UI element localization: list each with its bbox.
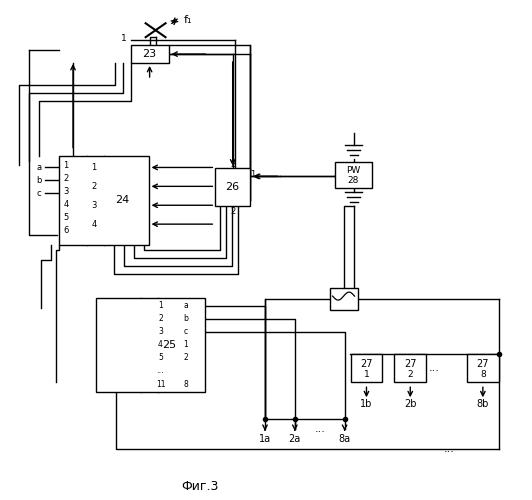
Text: 4: 4 (158, 340, 163, 349)
Text: 1b: 1b (360, 399, 372, 409)
Text: 27: 27 (404, 360, 417, 370)
Text: 8: 8 (183, 380, 188, 389)
Text: 2b: 2b (404, 399, 417, 409)
Text: c: c (37, 189, 41, 198)
Text: 4: 4 (63, 200, 69, 209)
Text: 27: 27 (360, 360, 373, 370)
Text: 1: 1 (251, 170, 256, 179)
Text: a: a (183, 301, 188, 310)
Text: ...: ... (444, 444, 454, 454)
Text: f₁: f₁ (184, 16, 192, 26)
Text: c: c (184, 327, 187, 336)
Bar (96, 298, 205, 392)
Text: 2: 2 (183, 353, 188, 362)
Text: 26: 26 (226, 182, 240, 192)
Text: 23: 23 (143, 49, 156, 59)
Bar (59, 156, 148, 245)
Text: 2a: 2a (289, 434, 301, 444)
Text: 2: 2 (230, 206, 235, 216)
Bar (330, 288, 358, 310)
Text: 25: 25 (162, 340, 176, 350)
Text: 1: 1 (363, 370, 369, 379)
Text: Фиг.3: Фиг.3 (181, 480, 219, 493)
Text: 1: 1 (158, 301, 163, 310)
Text: ...: ... (429, 364, 439, 374)
Text: 24: 24 (114, 196, 129, 205)
Text: b: b (36, 176, 41, 185)
Bar (215, 168, 250, 206)
Text: 3: 3 (158, 327, 163, 336)
Text: 1: 1 (121, 34, 127, 43)
Text: 1: 1 (92, 163, 96, 172)
Text: 2: 2 (158, 314, 163, 323)
Text: b: b (183, 314, 188, 323)
Bar (131, 45, 169, 63)
Text: ...: ... (314, 424, 325, 434)
Text: 1a: 1a (259, 434, 271, 444)
Text: 11: 11 (156, 380, 165, 389)
Bar (335, 162, 372, 188)
Text: 4: 4 (92, 220, 96, 228)
Text: 2: 2 (92, 182, 96, 191)
Text: 1: 1 (63, 161, 69, 170)
Text: 3: 3 (91, 200, 97, 210)
Text: 2: 2 (230, 160, 235, 169)
Text: 6: 6 (63, 226, 69, 234)
Text: ...: ... (156, 366, 164, 375)
Text: 5: 5 (63, 212, 69, 222)
Text: 8b: 8b (477, 399, 489, 409)
Text: 2: 2 (408, 370, 413, 379)
Text: 8a: 8a (338, 434, 351, 444)
Text: 1: 1 (183, 340, 188, 349)
Text: 27: 27 (477, 360, 489, 370)
Text: 8: 8 (480, 370, 486, 379)
Bar (467, 354, 499, 382)
Text: a: a (36, 163, 41, 172)
Text: PW
28: PW 28 (346, 166, 361, 185)
Text: 5: 5 (158, 353, 163, 362)
Bar (351, 354, 383, 382)
Text: 2: 2 (63, 174, 69, 183)
Bar (394, 354, 426, 382)
Text: 3: 3 (63, 187, 69, 196)
